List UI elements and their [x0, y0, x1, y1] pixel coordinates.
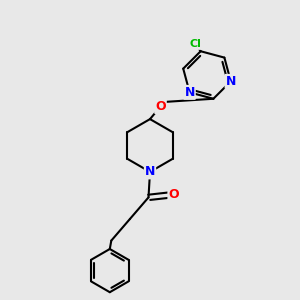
Text: Cl: Cl	[190, 39, 202, 49]
Text: O: O	[168, 188, 179, 202]
Text: N: N	[184, 86, 195, 99]
Text: O: O	[155, 100, 166, 113]
Text: N: N	[145, 165, 155, 178]
Text: N: N	[226, 75, 236, 88]
